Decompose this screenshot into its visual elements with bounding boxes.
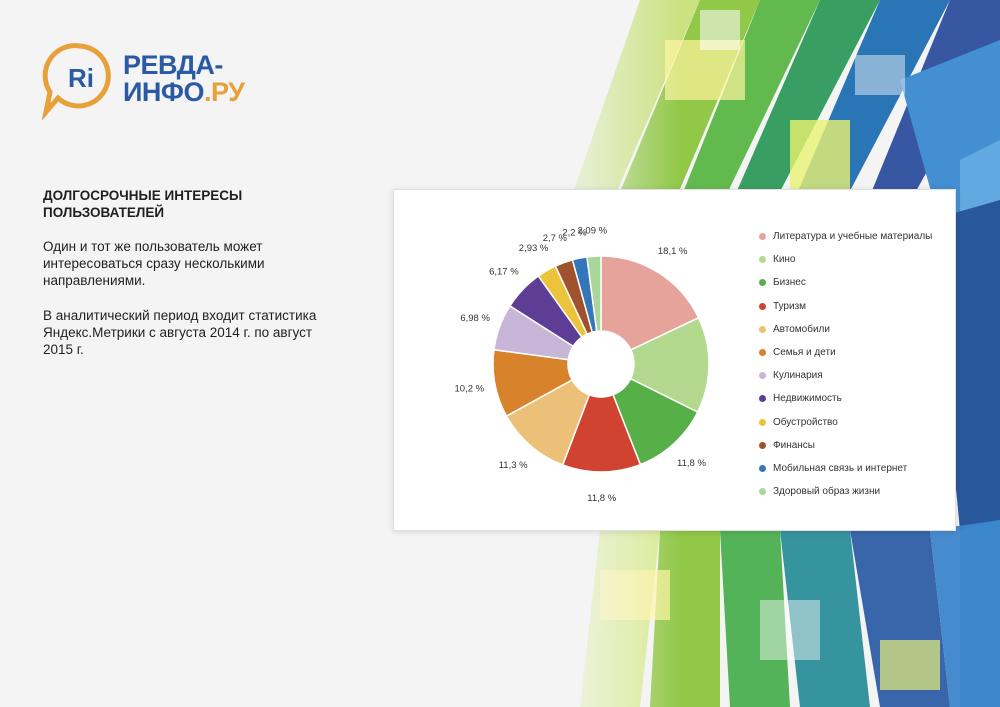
logo-badge: Ri xyxy=(41,43,111,120)
legend-swatch xyxy=(759,256,766,264)
legend-swatch xyxy=(759,395,766,403)
legend-label: Бизнес xyxy=(773,277,806,289)
legend-item-6[interactable]: Семья и дети xyxy=(759,341,954,364)
legend-item-10[interactable]: Финансы xyxy=(759,434,954,457)
legend-label: Здоровый образ жизни xyxy=(773,486,881,498)
slice-label-7: 6,98 % xyxy=(460,313,490,324)
slice-2[interactable] xyxy=(629,316,710,414)
legend-item-3[interactable]: Бизнес xyxy=(759,271,954,294)
legend-item-11[interactable]: Мобильная связь и интернет xyxy=(759,457,954,480)
slice-label-8: 6,17 % xyxy=(489,267,519,278)
legend-item-5[interactable]: Автомобили xyxy=(759,318,954,341)
slice-label-1: 18,1 % xyxy=(658,246,688,257)
legend-swatch xyxy=(759,464,766,472)
slice-label-4: 11,8 % xyxy=(587,493,616,504)
slice-1[interactable] xyxy=(600,255,700,351)
logo-line-2-suffix: .РУ xyxy=(203,77,245,107)
legend-item-7[interactable]: Кулинария xyxy=(759,364,954,387)
chart-card: 18,1 % 11,8 % 11,8 % 11,3 % 10,2 % 6,98 % 6,17… xyxy=(393,189,956,531)
legend-item-12[interactable]: Здоровый образ жизни xyxy=(759,480,954,503)
legend-label: Литература и учебные материалы xyxy=(773,231,933,243)
legend-item-2[interactable]: Кино xyxy=(759,248,954,271)
legend-swatch xyxy=(759,349,766,357)
logo-line-2-main: ИНФО xyxy=(123,77,204,107)
slice-label-11: 2,2 % xyxy=(562,228,587,239)
legend-item-9[interactable]: Обустройство xyxy=(759,411,954,434)
chart-legend: Литература и учебные материалы Кино Бизнес… xyxy=(759,225,954,503)
description-paragraph-2: В аналитический период входит статистика… xyxy=(43,308,317,357)
legend-swatch xyxy=(759,372,766,380)
legend-swatch xyxy=(759,418,766,426)
slice-label-3: 11,8 % xyxy=(677,458,706,469)
legend-label: Обустройство xyxy=(773,416,838,428)
slice-label-10: 2,7 % xyxy=(543,233,568,244)
legend-swatch xyxy=(759,233,766,241)
donut-chart: 18,1 % 11,8 % 11,8 % 11,3 % 10,2 % 6,98 % 6,17… xyxy=(455,225,710,504)
slice-12[interactable] xyxy=(586,255,602,333)
legend-label: Семья и дети xyxy=(773,347,836,359)
legend-label: Кулинария xyxy=(773,370,823,382)
slice-label-9: 2,93 % xyxy=(519,243,549,254)
slice-label-12: 2,09 % xyxy=(577,225,607,236)
legend-label: Финансы xyxy=(773,439,815,451)
legend-item-4[interactable]: Туризм xyxy=(759,295,954,318)
logo-line-2: ИНФО.РУ xyxy=(123,77,245,107)
slice-label-6: 10,2 % xyxy=(455,384,485,395)
legend-swatch xyxy=(759,279,766,287)
logo[interactable]: Ri РЕВДА- ИНФО.РУ xyxy=(40,40,245,120)
slice-label-5: 11,3 % xyxy=(499,460,528,471)
legend-label: Кино xyxy=(773,254,796,266)
logo-line-1: РЕВДА- xyxy=(123,50,223,80)
logo-badge-text: Ri xyxy=(68,63,94,93)
page-heading: ДОЛГОСРОЧНЫЕ ИНТЕРЕСЫ ПОЛЬЗОВАТЕЛЕЙ xyxy=(43,188,243,220)
legend-item-8[interactable]: Недвижимость xyxy=(759,387,954,410)
legend-item-1[interactable]: Литература и учебные материалы xyxy=(759,225,954,248)
legend-swatch xyxy=(759,302,766,310)
legend-label: Мобильная связь и интернет xyxy=(773,462,908,474)
legend-swatch xyxy=(759,325,766,333)
legend-swatch xyxy=(759,488,766,496)
legend-label: Автомобили xyxy=(773,323,830,335)
legend-label: Туризм xyxy=(773,300,807,312)
legend-label: Недвижимость xyxy=(773,393,842,405)
legend-swatch xyxy=(759,441,766,449)
description-paragraph-1: Один и тот же пользователь может интерес… xyxy=(43,239,265,288)
